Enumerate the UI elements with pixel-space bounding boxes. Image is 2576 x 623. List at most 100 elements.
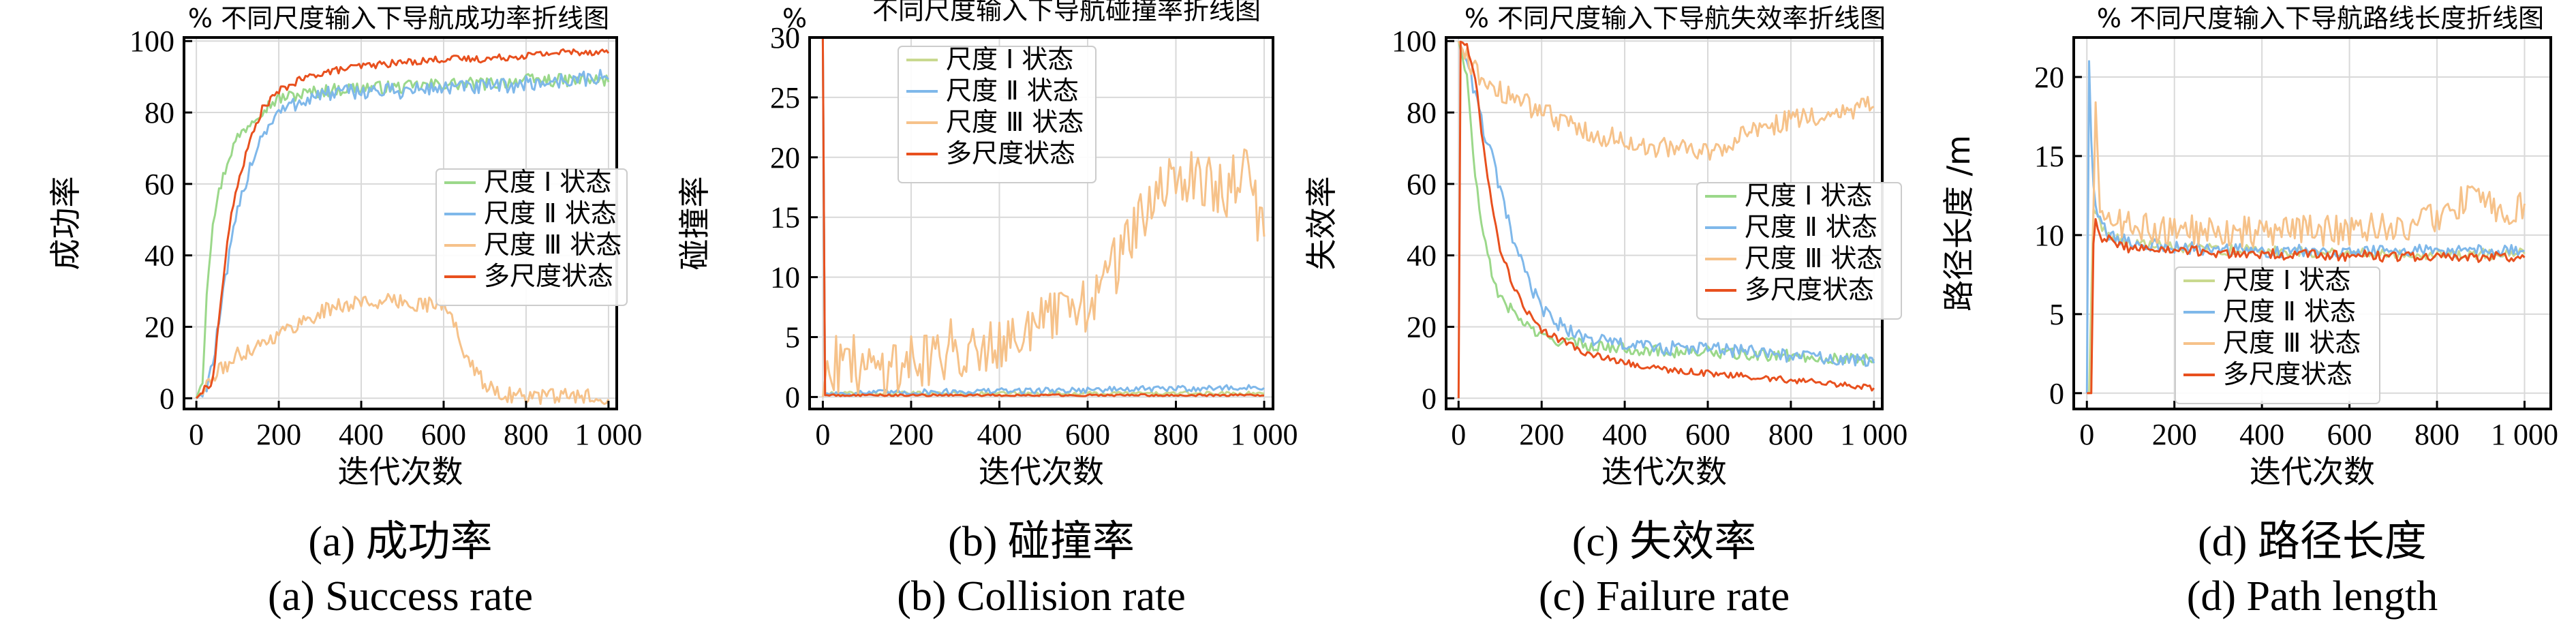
y-axis-label: 碰撞率	[676, 177, 713, 271]
y-tick-label-3: 60	[144, 168, 174, 201]
x-tick-label-4: 800	[504, 418, 549, 451]
x-tick-label-3: 600	[1065, 418, 1110, 451]
y-tick-label-5: 100	[1392, 25, 1437, 58]
series-line-1	[821, 37, 1265, 397]
legend-box	[1696, 182, 1902, 320]
legend-label-0: 尺度 Ⅰ 状态	[484, 167, 611, 197]
legend-label-1: 尺度 Ⅱ 状态	[1745, 212, 1877, 242]
series-line-3	[196, 48, 610, 399]
y-tick-label-2: 10	[2034, 219, 2064, 252]
x-tick-label-5: 1 000	[2491, 418, 2558, 451]
x-tick-label-4: 800	[1768, 418, 1813, 451]
x-tick-label-3: 600	[421, 418, 466, 451]
series-line-1	[1457, 40, 1875, 367]
legend-label-1: 尺度 Ⅱ 状态	[946, 76, 1079, 106]
x-tick-label-5: 1 000	[1840, 418, 1907, 451]
legend-label-2: 尺度 Ⅲ 状态	[484, 230, 622, 260]
series-group	[821, 37, 1266, 397]
series-group	[195, 48, 610, 406]
caption-cn: (c) 失效率	[1572, 519, 1756, 565]
series-line-2	[821, 148, 1266, 397]
legend-box	[435, 168, 628, 306]
x-tick-label-1: 200	[256, 418, 301, 451]
y-tick-label-2: 10	[770, 261, 800, 294]
x-tick-label-3: 600	[2327, 418, 2372, 451]
y-tick-label-0: 0	[2049, 377, 2064, 410]
y-tick-label-4: 20	[2034, 61, 2064, 94]
x-tick-label-5: 1 000	[1231, 418, 1298, 451]
panel-b: % 不同尺度输入下导航碰撞率折线图 0 200 400 600 800 1 000 0 5 10 15…	[676, 0, 1298, 620]
x-tick-label-2: 400	[339, 418, 384, 451]
series-line-1	[196, 69, 609, 399]
legend-label-0: 尺度 Ⅰ 状态	[946, 44, 1073, 74]
chart-title: % 不同尺度输入下导航路线长度折线图	[2097, 3, 2544, 33]
legend-label-3: 多尺度状态	[484, 261, 613, 291]
x-tick-label-2: 400	[1602, 418, 1647, 451]
x-tick-label-4: 800	[1154, 418, 1199, 451]
series-line-2	[195, 292, 610, 406]
y-tick-label-1: 5	[785, 321, 800, 354]
x-tick-label-1: 200	[2152, 418, 2197, 451]
x-tick-label-0: 0	[2079, 418, 2094, 451]
series-line-3	[1457, 40, 1875, 399]
x-tick-label-0: 0	[1451, 418, 1466, 451]
legend-label-2: 尺度 Ⅲ 状态	[946, 107, 1084, 137]
legend-label-3: 多尺度状态	[946, 138, 1075, 168]
y-tick-label-4: 80	[144, 96, 174, 130]
x-tick-label-5: 1 000	[574, 418, 642, 451]
x-axis-label: 迭代次数	[338, 453, 463, 490]
y-tick-label-5: 100	[129, 25, 174, 58]
y-tick-label-1: 5	[2049, 298, 2064, 331]
caption-en: (a) Success rate	[268, 573, 533, 620]
x-axis-label: 迭代次数	[1601, 453, 1727, 490]
x-tick-label-3: 600	[1685, 418, 1730, 451]
x-tick-label-4: 800	[2414, 418, 2459, 451]
y-tick-label-3: 15	[2034, 140, 2064, 173]
y-tick-label-3: 60	[1407, 168, 1437, 201]
y-tick-label-3: 15	[770, 201, 800, 234]
y-axis-label: 成功率	[47, 177, 84, 271]
series-line-2	[1457, 40, 1875, 161]
x-tick-label-1: 200	[1519, 418, 1564, 451]
y-tick-label-4: 80	[1407, 96, 1437, 130]
series-line-2	[2087, 101, 2526, 395]
chart-title: % 不同尺度输入下导航失效率折线图	[1465, 3, 1886, 33]
x-tick-label-2: 400	[977, 418, 1022, 451]
y-tick-label-5: 25	[770, 81, 800, 115]
legend-label-0: 尺度 Ⅰ 状态	[2223, 265, 2350, 295]
x-tick-label-0: 0	[815, 418, 830, 451]
x-tick-label-1: 200	[889, 418, 934, 451]
series-line-0	[1457, 40, 1875, 366]
y-tick-label-2: 40	[1407, 239, 1437, 273]
legend-label-1: 尺度 Ⅱ 状态	[2223, 297, 2356, 326]
legend-box	[898, 46, 1097, 183]
series-line-3	[821, 37, 1264, 397]
legend-box	[2175, 267, 2380, 404]
panel-a: % 不同尺度输入下导航成功率折线图 0 200 400 600 800 1 000 0 20 40…	[47, 3, 642, 620]
legend-label-1: 尺度 Ⅱ 状态	[484, 198, 617, 228]
plot-frame	[808, 36, 1274, 410]
y-tick-label-0: 0	[785, 380, 800, 414]
x-tick-label-2: 400	[2239, 418, 2284, 451]
caption-en: (d) Path length	[2187, 573, 2438, 620]
caption-cn: (a) 成功率	[308, 519, 492, 565]
series-line-3	[2087, 217, 2526, 395]
series-group	[1457, 40, 1875, 399]
y-axis-label: 路径长度 /m	[1940, 135, 1977, 312]
x-axis-label: 迭代次数	[979, 453, 1104, 490]
x-axis-label: 迭代次数	[2250, 453, 2375, 490]
caption-cn: (d) 路径长度	[2198, 519, 2427, 565]
y-tick-label-4: 20	[770, 141, 800, 174]
panel-c: % 不同尺度输入下导航失效率折线图 0 200 400 600 800 1 000 0 20 40…	[1303, 3, 1907, 620]
y-tick-label-0: 0	[1422, 382, 1437, 415]
y-tick-label-1: 20	[1407, 310, 1437, 344]
chart-title: 不同尺度输入下导航碰撞率折线图	[872, 0, 1261, 25]
plot-frame	[2072, 36, 2552, 410]
legend-label-0: 尺度 Ⅰ 状态	[1745, 181, 1872, 211]
y-tick-label-0: 0	[159, 382, 174, 415]
legend-label-2: 尺度 Ⅲ 状态	[2223, 328, 2361, 358]
chart-title-prefix: %	[782, 3, 807, 33]
panel-d: % 不同尺度输入下导航路线长度折线图 0 200 400 600 800 1 000 0 5 10…	[1940, 3, 2558, 620]
caption-en: (b) Collision rate	[897, 573, 1186, 620]
y-tick-label-2: 40	[144, 239, 174, 273]
